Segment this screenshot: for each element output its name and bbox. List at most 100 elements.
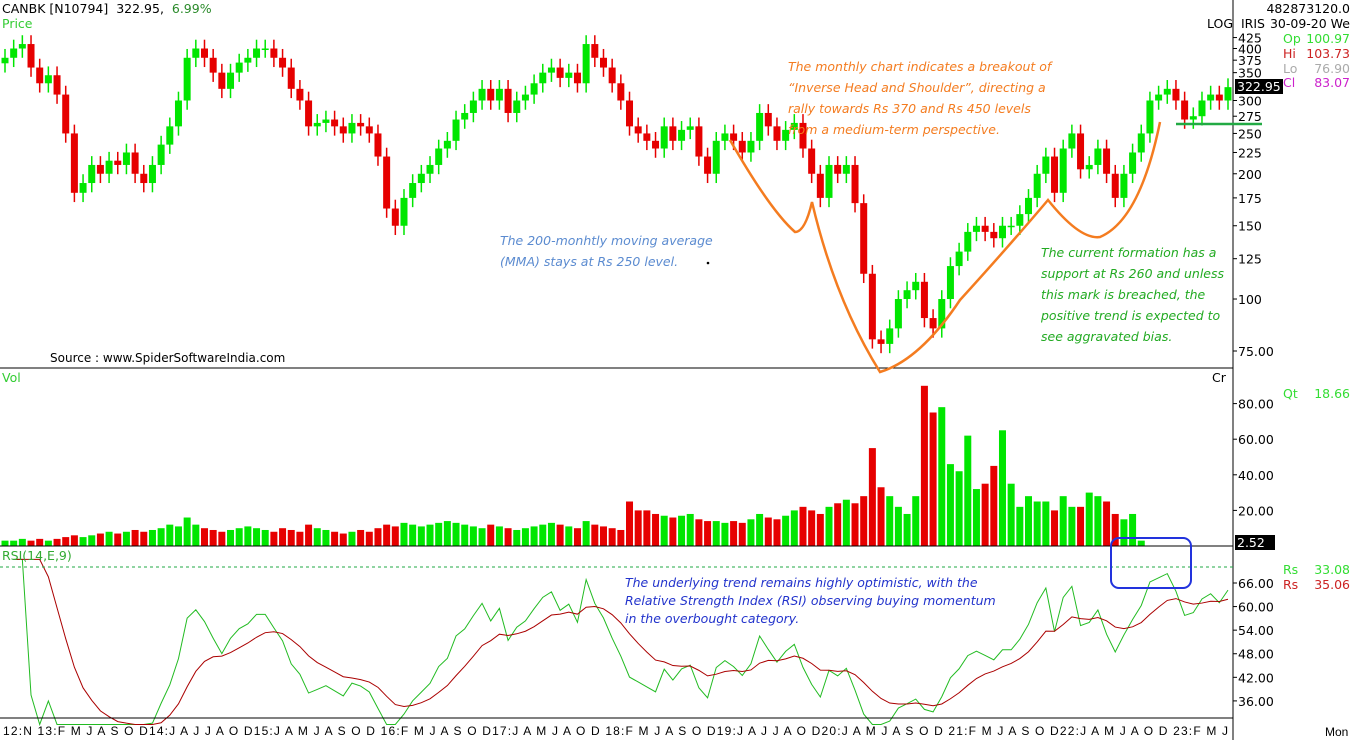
low-label: Lo	[1283, 61, 1298, 76]
volume-bar	[816, 513, 824, 546]
candle-body	[1181, 100, 1189, 120]
volume-bar	[105, 531, 113, 546]
volume-bar	[660, 515, 668, 546]
annotation-line: in the overbought category.	[625, 611, 800, 626]
candle-body	[678, 129, 686, 141]
volume-bar	[322, 529, 330, 546]
close-label: Cl	[1283, 75, 1296, 90]
volume-bar	[383, 524, 391, 546]
candle-body	[773, 126, 781, 141]
candle-body	[1016, 214, 1024, 226]
annotation-line: positive trend is expected to	[1041, 308, 1221, 323]
candle-body	[955, 251, 963, 267]
iris-button[interactable]: IRIS	[1241, 16, 1265, 31]
candle-body	[912, 281, 920, 291]
volume-bar	[851, 503, 859, 546]
volume-bar	[825, 506, 833, 546]
volume-bar	[1077, 506, 1085, 546]
volume-bar	[209, 529, 217, 546]
candle-body	[400, 197, 408, 226]
rsi-tick-label: 36.00	[1238, 694, 1274, 709]
volume-bar	[200, 528, 208, 546]
candle-body	[357, 122, 365, 127]
candle-body	[712, 140, 720, 174]
volume-bar	[1, 540, 9, 546]
volume-bar	[643, 510, 651, 546]
volume-bar	[122, 531, 130, 546]
candle-body	[894, 299, 902, 329]
volume-bar	[253, 528, 261, 546]
log-toggle[interactable]: LOG	[1207, 16, 1234, 31]
candle-body	[669, 126, 677, 141]
annotation-mma: The 200-monhtly moving average (MMA) sta…	[500, 230, 713, 272]
volume-bar	[1033, 501, 1041, 546]
volume-bar	[166, 524, 174, 546]
volume-bar	[834, 503, 842, 546]
candle-body	[461, 112, 469, 120]
candle-body	[218, 72, 226, 89]
candle-body	[903, 290, 911, 300]
candle-body	[122, 152, 130, 165]
candle-body	[383, 156, 391, 209]
volume-bar	[270, 531, 278, 546]
candle-body	[825, 164, 833, 198]
candle-body	[487, 88, 495, 101]
volume-bar	[808, 510, 816, 546]
volume-bar	[1007, 483, 1015, 546]
candle-body	[469, 100, 477, 113]
rsi-signal-line	[13, 558, 1229, 725]
candle-body	[1207, 94, 1215, 101]
candle-body	[799, 122, 807, 149]
candle-body	[443, 140, 451, 149]
candle-body	[938, 299, 946, 329]
annotation-line: The monthly chart indicates a breakout o…	[788, 59, 1052, 74]
candle-body	[860, 203, 868, 274]
volume-bar	[556, 524, 564, 546]
volume-bar	[409, 524, 417, 546]
candle-body	[573, 72, 581, 84]
volume-bar	[912, 496, 920, 546]
candle-body	[391, 208, 399, 226]
candle-body	[200, 48, 208, 58]
annotation-line: (MMA) stays at Rs 250 level.	[500, 254, 679, 269]
candle-body	[270, 48, 278, 58]
price-tick-label: 300	[1238, 93, 1262, 108]
candle-body	[287, 67, 295, 89]
volume-bar	[565, 526, 573, 546]
annotation-line: see aggravated bias.	[1041, 329, 1173, 344]
rsi-label: Rs	[1283, 562, 1299, 577]
candle-body	[1042, 156, 1050, 174]
candle-body	[738, 140, 746, 153]
rsi-tick-label: 66.00	[1238, 576, 1274, 591]
volume-bar	[1120, 519, 1128, 546]
candle-body	[10, 48, 18, 58]
price-tick-label: 75.00	[1238, 344, 1274, 359]
info-date: 30-09-20 We	[1269, 16, 1350, 31]
volume-bar	[140, 531, 148, 546]
candle-body	[174, 100, 182, 127]
candle-body	[244, 57, 252, 63]
volume-bar	[686, 513, 694, 546]
volume-tick-label: 60.00	[1238, 432, 1274, 447]
candle-body	[70, 133, 78, 193]
volume-bar	[400, 522, 408, 546]
candle-body	[313, 122, 321, 127]
volume-bar	[114, 533, 122, 546]
candle-body	[305, 100, 313, 127]
candle-body	[816, 173, 824, 198]
volume-bar	[44, 540, 52, 546]
annotation-rsi: The underlying trend remains highly opti…	[625, 574, 996, 628]
volume-bar	[374, 528, 382, 546]
candle-body	[599, 57, 607, 68]
volume-bar	[938, 407, 946, 546]
high-label: Hi	[1283, 46, 1296, 61]
volume-bar	[790, 510, 798, 546]
rsi-signal-value: 35.06	[1314, 577, 1350, 592]
candle-body	[1163, 88, 1171, 95]
candle-body	[114, 160, 122, 165]
candle-body	[920, 281, 928, 319]
volume-bar	[487, 524, 495, 546]
candle-body	[1094, 148, 1102, 165]
candle-body	[886, 328, 894, 344]
volume-bar	[894, 506, 902, 546]
